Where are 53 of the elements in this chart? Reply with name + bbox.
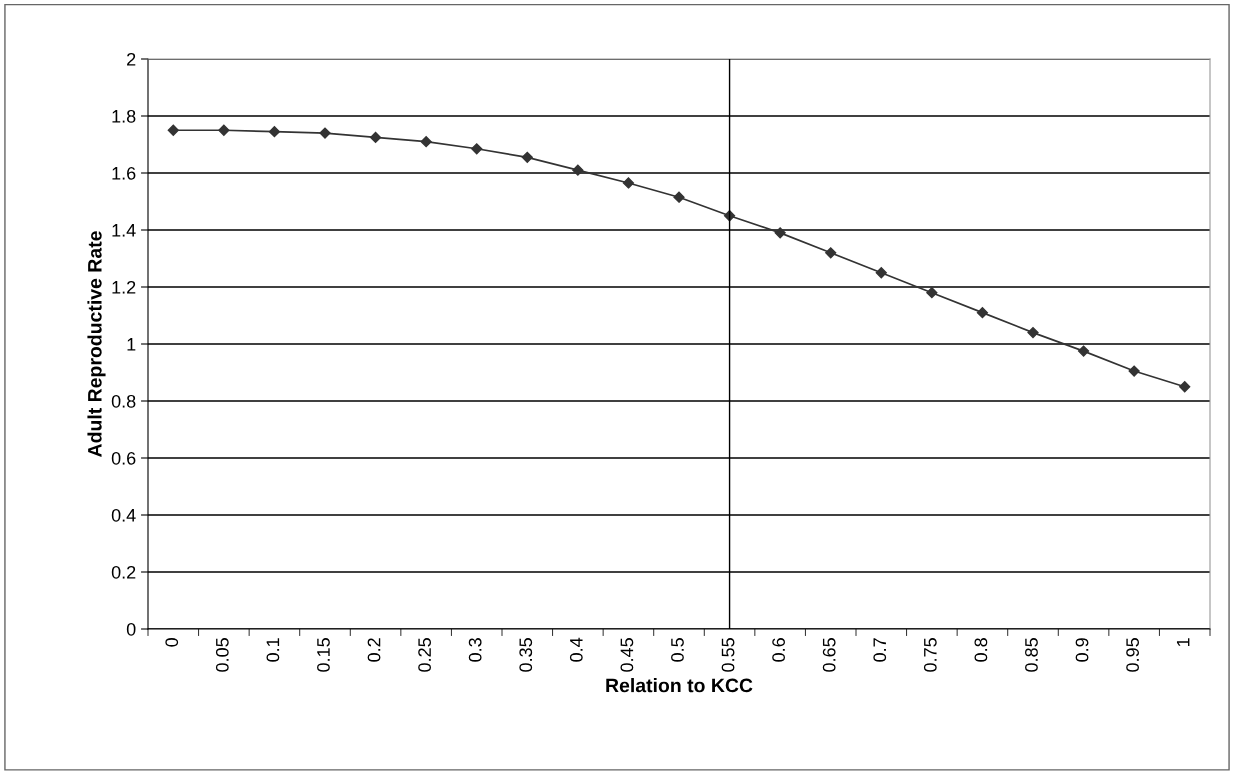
x-tick-label: 0.15	[317, 638, 330, 672]
x-tick-label: 0.55	[721, 638, 735, 672]
x-axis-title: Relation to KCC	[606, 678, 753, 693]
point	[673, 191, 685, 203]
point	[1128, 365, 1140, 377]
x-tick-label: 0.95	[1126, 638, 1139, 672]
point	[926, 287, 938, 299]
x-tick-label: 0.4	[569, 637, 583, 662]
y-tick-label: 1.8	[112, 109, 136, 123]
point	[774, 227, 786, 239]
point	[521, 151, 533, 163]
y-tick-label: 0	[126, 622, 136, 636]
point	[976, 307, 989, 319]
x-tick-label: 0.75	[923, 638, 937, 672]
x-tick-label: 0.1	[266, 638, 280, 662]
point	[369, 131, 382, 143]
x-tick-label: 0.2	[367, 638, 381, 662]
y-axis-title: Adult Reproductive Rate	[87, 231, 106, 457]
y-tick-label: 1.6	[112, 166, 136, 180]
x-tick-label: 0.8	[974, 638, 988, 662]
point	[1179, 381, 1191, 393]
point	[167, 124, 179, 136]
point	[825, 247, 837, 259]
x-tick-label: 0.3	[468, 638, 482, 662]
x-tick-label: 0.7	[873, 638, 887, 662]
point	[622, 177, 635, 189]
point	[471, 143, 483, 155]
y-tick-label: 0.2	[111, 565, 136, 579]
y-tick-label: 1.4	[112, 224, 136, 237]
y-tick-label: 0.6	[111, 451, 136, 465]
y-tick-label: 0.8	[111, 394, 136, 408]
y-tick-label: 1.2	[112, 280, 136, 294]
x-tick-label: 0.25	[418, 638, 431, 672]
point	[1077, 345, 1090, 357]
x-tick-label: 0.85	[1025, 638, 1038, 672]
x-tick-label: 0.65	[822, 638, 836, 672]
x-tick-label: 0.05	[215, 638, 229, 672]
point	[1027, 326, 1039, 339]
x-tick-label: 0.45	[620, 638, 634, 672]
y-tick-label: 0.4	[111, 508, 136, 522]
point	[218, 124, 230, 136]
x-tick-label: 0.9	[1075, 638, 1089, 662]
x-tick-label: 0.35	[519, 638, 533, 672]
y-tick-label: 1	[127, 338, 136, 351]
x-tick-label: 0.5	[671, 638, 684, 662]
x-tick-label: 0.6	[772, 638, 785, 662]
point	[875, 267, 887, 279]
point	[268, 126, 281, 138]
x-tick-label: 0	[165, 638, 179, 647]
y-tick-label: 2	[127, 52, 136, 66]
x-tick-label: 1	[1176, 638, 1190, 646]
point	[572, 164, 584, 176]
point	[420, 136, 432, 148]
